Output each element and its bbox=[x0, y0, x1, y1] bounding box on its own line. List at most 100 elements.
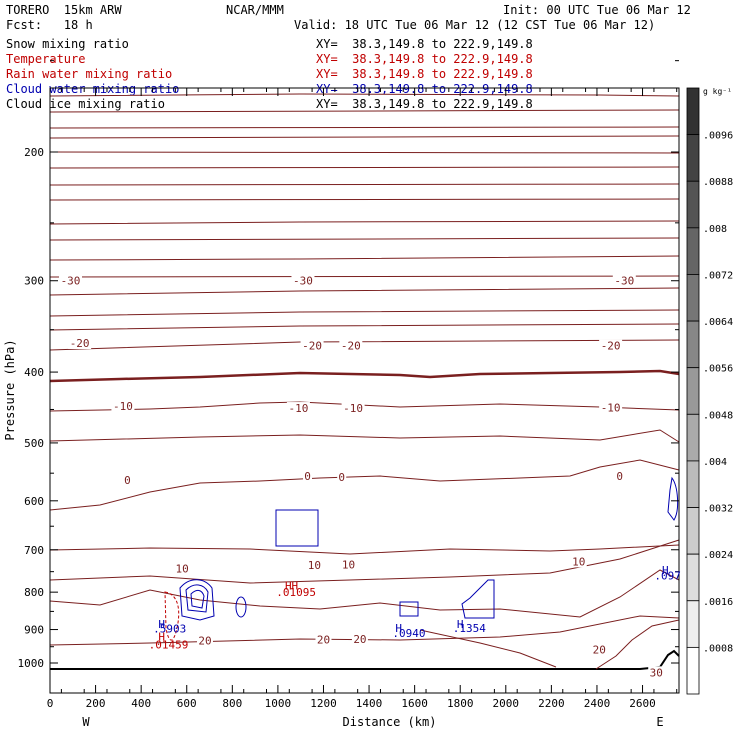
isotherm-line bbox=[49, 544, 680, 555]
temperature-contour-label: 20 bbox=[317, 633, 330, 646]
y-tick-label: 600 bbox=[24, 495, 44, 508]
extremum-label: H bbox=[457, 618, 464, 631]
field-name-temperature: Temperature bbox=[6, 52, 86, 66]
extremum-label: H bbox=[158, 618, 165, 631]
fcst-label: Fcst: 18 h bbox=[6, 18, 93, 32]
isotherm-line bbox=[49, 323, 680, 331]
temperature-contour-label: -30 bbox=[61, 275, 81, 288]
extremum-label: H bbox=[395, 622, 402, 635]
colorbar-label: .0032 bbox=[703, 504, 733, 515]
colorbar-swatch bbox=[686, 134, 700, 182]
isotherm-line bbox=[49, 135, 680, 139]
axis-ticks: 0 200 400 600 800 1000 1200 1400 1600 1800 2000 220… bbox=[3, 60, 679, 729]
cloud-water-contour bbox=[275, 509, 319, 547]
isotherm-line bbox=[49, 401, 680, 412]
label-background bbox=[111, 399, 135, 412]
colorbar-swatch bbox=[686, 600, 700, 648]
temperature-contour-label: -10 bbox=[288, 402, 308, 415]
temperature-contour-label: 30 bbox=[650, 666, 663, 679]
field-name-rain: Rain water mixing ratio bbox=[6, 67, 173, 81]
label-background bbox=[591, 643, 608, 656]
model-label: TORERO 15km ARW bbox=[6, 3, 122, 17]
extremum-label: .01095 bbox=[276, 586, 316, 599]
colorbar-swatch bbox=[686, 320, 700, 369]
colorbar-label: .0064 bbox=[703, 317, 733, 328]
x-tick-label: 1600 bbox=[401, 697, 428, 710]
plot-frame bbox=[49, 87, 680, 694]
cloud-water-contour bbox=[461, 579, 495, 619]
extremum-label: .01459 bbox=[149, 639, 189, 652]
extremum-label: H bbox=[662, 564, 669, 577]
extremum-label: .5903 bbox=[153, 622, 186, 635]
label-background bbox=[599, 401, 623, 414]
rain-water-contour bbox=[164, 591, 180, 641]
y-tick-label: 900 bbox=[24, 624, 44, 637]
x-axis-title: Distance (km) bbox=[343, 715, 437, 729]
isotherm-line bbox=[49, 109, 680, 113]
label-background bbox=[291, 274, 315, 287]
terrain-line bbox=[50, 619, 680, 670]
terrain-surface-line bbox=[50, 649, 680, 670]
isotherm-line bbox=[49, 429, 680, 443]
colorbar-label: .0088 bbox=[703, 177, 733, 188]
isotherm-line bbox=[49, 151, 680, 154]
x-tick-label: 400 bbox=[131, 697, 151, 710]
label-background bbox=[122, 474, 132, 487]
temperature-contour-label: 0 bbox=[124, 474, 131, 487]
field-name-cloud-ice: Cloud ice mixing ratio bbox=[6, 97, 165, 111]
cloud-water-contour bbox=[235, 596, 247, 618]
colorbar-swatch bbox=[686, 460, 700, 508]
colorbar-swatch bbox=[686, 87, 700, 136]
label-background bbox=[341, 402, 365, 415]
colorbar-label: .004 bbox=[703, 457, 727, 468]
isotherm-line bbox=[419, 629, 557, 668]
plot-border bbox=[49, 87, 680, 694]
cloud-water-contour bbox=[399, 601, 419, 617]
valid-label: Valid: 18 UTC Tue 06 Mar 12 (12 CST Tue … bbox=[294, 18, 656, 32]
label-background bbox=[340, 558, 357, 571]
label-background bbox=[315, 633, 332, 646]
colorbar-label: .0096 bbox=[703, 131, 733, 142]
colorbar-swatch bbox=[686, 227, 700, 275]
colorbar-label: .008 bbox=[703, 224, 727, 235]
colorbar-swatch bbox=[686, 507, 700, 555]
cloud-water-contour bbox=[179, 579, 215, 621]
label-background bbox=[339, 339, 363, 352]
y-tick-label: 700 bbox=[24, 544, 44, 557]
label-background bbox=[303, 470, 313, 483]
temperature-contour-lines bbox=[49, 93, 680, 646]
x-tick-label: 1400 bbox=[356, 697, 383, 710]
cloud-water-contour bbox=[667, 476, 679, 521]
extremum-label: .0940 bbox=[392, 627, 425, 640]
isotherm-line bbox=[49, 275, 680, 278]
x-tick-label: 2400 bbox=[584, 697, 611, 710]
label-background bbox=[174, 562, 191, 575]
temperature-contour-label: -10 bbox=[601, 401, 621, 414]
x-tick-label: 1200 bbox=[310, 697, 337, 710]
y-tick-label: 200 bbox=[24, 146, 44, 159]
temperature-contour-label: 10 bbox=[176, 562, 189, 575]
label-background bbox=[68, 337, 92, 350]
field-name-snow: Snow mixing ratio bbox=[6, 37, 129, 51]
isotherm-line bbox=[595, 619, 680, 670]
extremum-label: .1354 bbox=[453, 622, 486, 635]
x-tick-label: 2000 bbox=[493, 697, 520, 710]
temperature-contour-label: 0 bbox=[304, 470, 311, 483]
y-tick-label: 300 bbox=[24, 275, 44, 288]
temperature-contour-label: 10 bbox=[308, 559, 321, 572]
y-tick-label: 500 bbox=[24, 437, 44, 450]
x-tick-label: 800 bbox=[222, 697, 242, 710]
isotherm-line bbox=[49, 459, 680, 511]
temperature-contour-label: -20 bbox=[601, 340, 621, 353]
west-end-label: W bbox=[82, 715, 90, 729]
temperature-contour-label: 10 bbox=[572, 555, 585, 568]
isotherm-line bbox=[49, 126, 680, 129]
isotherm-line bbox=[49, 237, 680, 241]
colorbar-label: .0072 bbox=[703, 270, 733, 281]
cloud-water-contour bbox=[185, 584, 209, 613]
x-tick-label: 600 bbox=[177, 697, 197, 710]
zero-isotherm-line bbox=[49, 369, 680, 383]
extremum-label: H bbox=[158, 631, 165, 644]
colorbar-swatch bbox=[686, 646, 700, 695]
